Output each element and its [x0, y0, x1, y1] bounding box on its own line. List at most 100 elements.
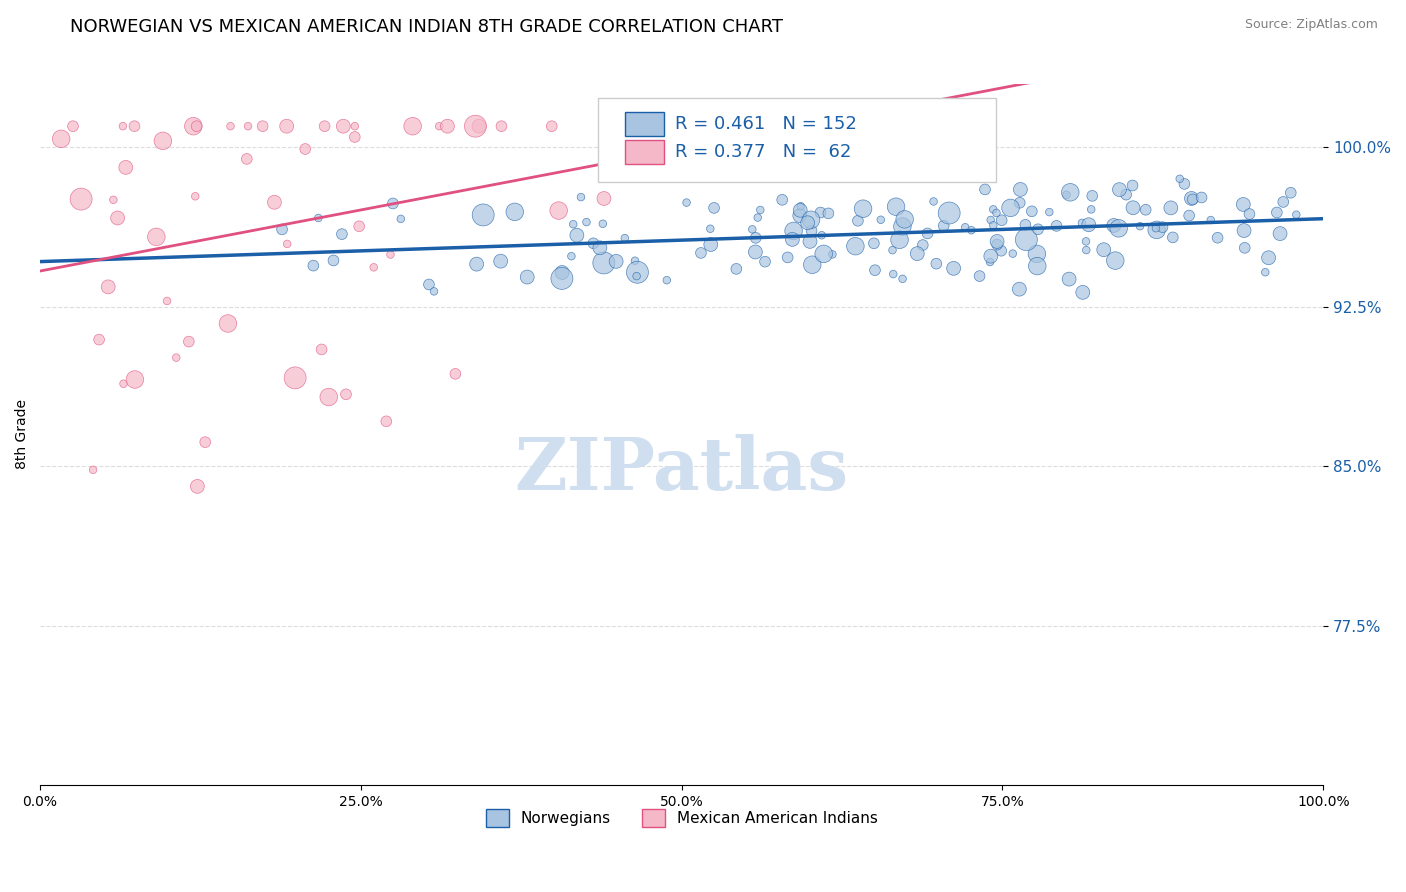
Point	[675, 195, 697, 210]
Point	[1191, 190, 1213, 204]
Point	[156, 293, 179, 308]
Point	[1233, 241, 1256, 255]
Y-axis label: 8th Grade: 8th Grade	[15, 400, 30, 469]
Text: R = 0.461   N = 152: R = 0.461 N = 152	[675, 115, 858, 133]
Point	[1122, 201, 1144, 215]
Point	[744, 231, 766, 245]
Point	[181, 119, 204, 133]
Point	[565, 228, 588, 243]
Point	[980, 213, 1002, 227]
Point	[114, 161, 136, 175]
Point	[307, 211, 329, 225]
Point	[1045, 219, 1067, 233]
Point	[294, 142, 316, 156]
Point	[184, 189, 207, 203]
Point	[582, 236, 605, 251]
Point	[1059, 186, 1081, 200]
Point	[725, 119, 748, 133]
Point	[1014, 218, 1036, 232]
Point	[801, 258, 824, 272]
Point	[491, 119, 513, 133]
Point	[965, 119, 987, 133]
Point	[690, 246, 713, 260]
Point	[655, 273, 678, 287]
Point	[1092, 243, 1115, 257]
Point	[599, 119, 621, 133]
Point	[1160, 201, 1182, 215]
Point	[343, 119, 366, 133]
Point	[271, 222, 294, 236]
Point	[1121, 178, 1143, 193]
Text: Source: ZipAtlas.com: Source: ZipAtlas.com	[1244, 18, 1378, 31]
Point	[560, 249, 582, 263]
Point	[263, 195, 285, 210]
Legend: Norwegians, Mexican American Indians: Norwegians, Mexican American Indians	[479, 803, 884, 833]
Point	[699, 221, 721, 235]
Point	[863, 236, 886, 251]
Point	[922, 194, 945, 209]
Point	[799, 235, 821, 249]
Point	[1054, 187, 1077, 202]
Point	[1144, 221, 1167, 235]
Point	[593, 192, 616, 206]
Point	[107, 211, 129, 225]
Point	[551, 265, 574, 279]
Point	[789, 203, 811, 218]
Point	[981, 202, 1004, 217]
Point	[472, 208, 495, 222]
Point	[1285, 208, 1308, 222]
Point	[465, 257, 488, 271]
Point	[302, 259, 325, 273]
Point	[1129, 219, 1152, 234]
Point	[714, 119, 737, 133]
Point	[1080, 202, 1102, 217]
Point	[1257, 251, 1279, 265]
Point	[800, 224, 823, 238]
Point	[547, 203, 569, 218]
Point	[917, 227, 939, 241]
Point	[979, 255, 1001, 269]
Point	[97, 280, 120, 294]
Point	[905, 246, 928, 260]
Point	[624, 253, 647, 268]
Point	[380, 247, 402, 261]
Point	[82, 463, 104, 477]
Point	[1026, 222, 1049, 236]
Point	[1076, 243, 1098, 257]
Point	[741, 222, 763, 236]
Point	[782, 232, 804, 246]
Point	[790, 199, 813, 213]
Point	[1233, 223, 1256, 237]
Point	[217, 317, 239, 331]
Point	[1272, 194, 1295, 209]
Point	[800, 212, 823, 227]
Point	[335, 387, 357, 401]
Point	[889, 233, 911, 247]
Point	[960, 223, 983, 237]
Point	[852, 202, 875, 216]
Point	[986, 206, 1008, 220]
Point	[562, 217, 585, 231]
Point	[1077, 218, 1099, 232]
Point	[770, 193, 793, 207]
Point	[236, 119, 259, 133]
Point	[846, 213, 869, 227]
Point	[782, 224, 804, 238]
Point	[503, 204, 526, 219]
Point	[1074, 235, 1097, 249]
Point	[1108, 183, 1130, 197]
Point	[314, 119, 336, 133]
Point	[152, 134, 174, 148]
Point	[375, 414, 398, 428]
Point	[124, 372, 146, 386]
Point	[911, 238, 934, 252]
Point	[1173, 177, 1195, 191]
Point	[276, 236, 298, 251]
Point	[1199, 213, 1222, 227]
Point	[1161, 230, 1184, 244]
Point	[1152, 220, 1174, 235]
Point	[1008, 282, 1031, 296]
Point	[955, 220, 977, 235]
Point	[436, 119, 458, 133]
Point	[62, 119, 84, 133]
